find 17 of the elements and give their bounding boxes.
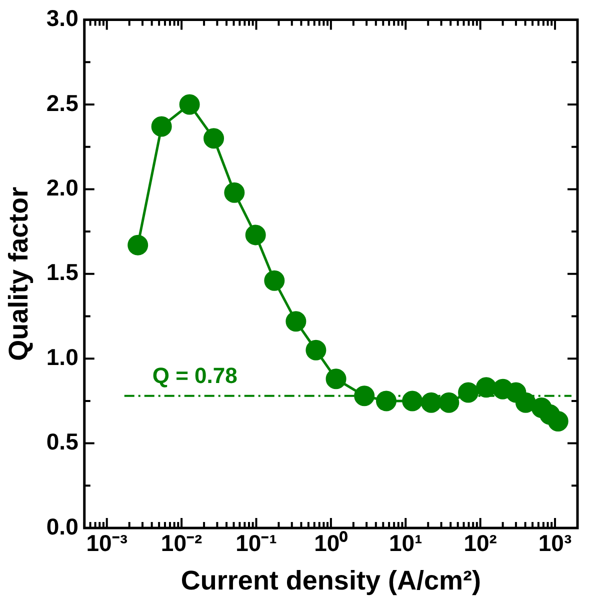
y-tick-label: 2.0 (46, 174, 78, 201)
x-tick-label: 10⁻² (160, 530, 203, 556)
y-tick-label: 0.0 (46, 513, 78, 540)
x-tick-label: 10³ (538, 530, 572, 556)
x-axis-title: Current density (A/cm²) (180, 565, 481, 596)
y-tick-label: 2.5 (46, 90, 79, 116)
x-tick-label: 10⁻³ (86, 530, 128, 556)
x-tick-label: 10⁰ (314, 530, 349, 556)
ref-line-label: Q = 0.78 (152, 362, 238, 388)
y-tick-label: 3.0 (46, 5, 78, 32)
y-tick-label: 0.5 (46, 428, 79, 455)
x-tick-label: 10¹ (389, 530, 422, 556)
y-axis-title: Quality factor (4, 186, 34, 361)
y-tick-label: 1.5 (46, 259, 79, 286)
x-tick-label: 10² (464, 530, 498, 556)
y-tick-label: 1.0 (46, 344, 78, 370)
x-tick-label: 10⁻¹ (236, 530, 277, 556)
